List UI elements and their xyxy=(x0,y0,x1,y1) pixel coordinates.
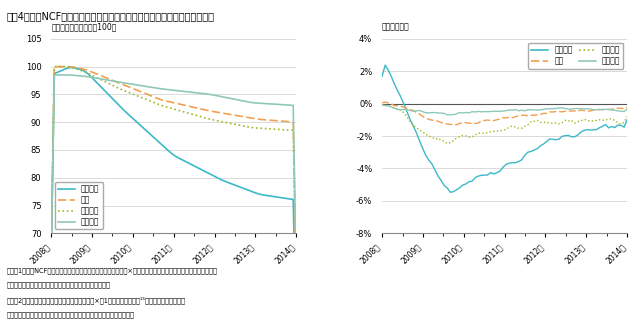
Text: 出所）各投資法人の開示資料をもとに三井住友トラスト基礎研究所作成: 出所）各投資法人の開示資料をもとに三井住友トラスト基礎研究所作成 xyxy=(6,311,134,318)
Text: 前期比（％）: 前期比（％） xyxy=(382,22,410,31)
Legend: オフィス, 住宅, 都心商業, 郊外商業: オフィス, 住宅, 都心商業, 郊外商業 xyxy=(529,43,623,69)
Text: 2．累積変化は、当月の指数＝前月の指数×（1＋当月の前期比）¹⁵、として計算した値。: 2．累積変化は、当月の指数＝前月の指数×（1＋当月の前期比）¹⁵、として計算した… xyxy=(6,296,186,304)
Text: （前期に比べて持分の変動があった物件は除く）: （前期に比べて持分の変動があった物件は除く） xyxy=(6,282,111,288)
Legend: オフィス, 住宅, 都心商業, 郊外商業: オフィス, 住宅, 都心商業, 郊外商業 xyxy=(55,182,102,229)
Text: 指数（前回ピーク時＝100）: 指数（前回ピーク時＝100） xyxy=(51,22,116,31)
Text: 注）　1．鑑定NCFは、各物件における直近決算期の鑑定評価額×直接還元利回りの合計を前期と比較した数値。: 注） 1．鑑定NCFは、各物件における直近決算期の鑑定評価額×直接還元利回りの合… xyxy=(6,267,217,274)
Text: 図表4　鑑定NCFの推移（左：前回ピーク時からの累積変化、右：前期比）: 図表4 鑑定NCFの推移（左：前回ピーク時からの累積変化、右：前期比） xyxy=(6,11,214,21)
